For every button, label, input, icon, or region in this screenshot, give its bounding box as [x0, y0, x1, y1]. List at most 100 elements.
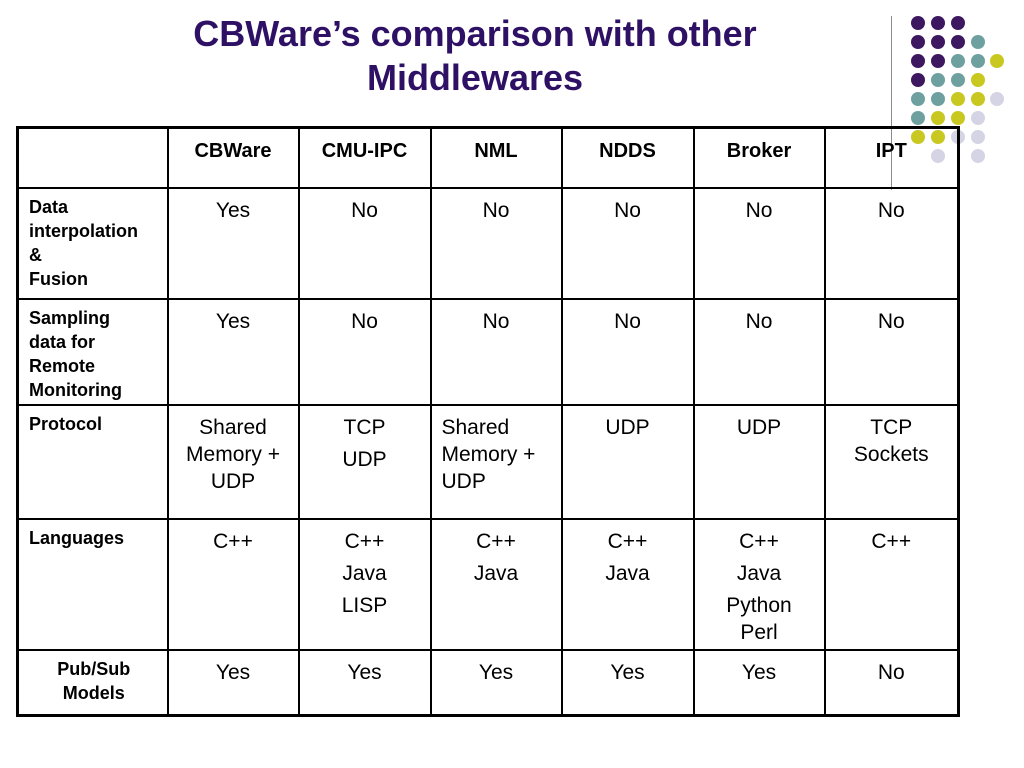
row-label: Protocol: [16, 403, 169, 520]
cell-line: UDP: [736, 415, 782, 439]
slide-title: CBWare’s comparison with other Middlewar…: [150, 12, 800, 100]
decorative-dot: [911, 111, 925, 125]
cell-line: No: [877, 198, 905, 222]
decorative-dot: [951, 92, 965, 106]
cell-line: No: [482, 309, 510, 333]
row-label-line: Fusion: [29, 268, 88, 289]
table-cell: No: [823, 297, 960, 406]
table-cell: No: [297, 297, 432, 406]
comparison-table: CBWare CMU-IPC NML NDDS Broker IPT Data interpo…: [16, 126, 960, 717]
table-cell: No: [297, 186, 432, 300]
cell-line: No: [351, 198, 378, 222]
table-cell: Shared Memory + UDP: [166, 403, 300, 520]
table-row: Sampling data for Remote Monitoring Yes No No N…: [16, 297, 960, 406]
cell-line: No: [877, 660, 905, 684]
table-cell: TCP UDP: [297, 403, 432, 520]
table-cell: No: [692, 186, 826, 300]
table-cell: No: [429, 186, 563, 300]
cell-line: Yes: [215, 198, 251, 222]
cell-line: C++: [344, 529, 385, 553]
cell-line: No: [745, 198, 773, 222]
table-cell: Yes: [560, 648, 695, 717]
cell-line: Sockets: [853, 442, 929, 466]
decorative-dot: [951, 35, 965, 49]
decorative-dot: [911, 92, 925, 106]
table-cell: C++ Java Python Perl: [692, 517, 826, 651]
decorative-dot: [971, 130, 985, 144]
row-label-line: &: [29, 244, 42, 265]
table-cell: UDP: [692, 403, 826, 520]
cell-line: Yes: [215, 660, 251, 684]
table-cell: No: [560, 186, 695, 300]
row-label-line: Models: [62, 682, 125, 703]
row-label-line: Data: [29, 196, 69, 217]
table-cell: Yes: [692, 648, 826, 717]
row-label: Data interpolation & Fusion: [16, 186, 169, 300]
row-label-line: Remote: [29, 355, 96, 376]
column-header: CBWare: [166, 126, 300, 189]
row-label: Languages: [16, 517, 169, 651]
decorative-dot: [951, 54, 965, 68]
cell-line: Python: [726, 593, 792, 617]
decorative-dot: [931, 73, 945, 87]
column-header: IPT: [823, 126, 960, 189]
cell-line: No: [745, 309, 773, 333]
table-cell: No: [429, 297, 563, 406]
table-header-row: CBWare CMU-IPC NML NDDS Broker IPT: [16, 126, 960, 189]
cell-line: No: [614, 198, 641, 222]
decorative-dot: [951, 111, 965, 125]
cell-line: LISP: [341, 593, 388, 617]
row-label: Pub/Sub Models: [16, 648, 169, 717]
decorative-dot: [971, 35, 985, 49]
table-cell: No: [823, 186, 960, 300]
decorative-dot: [990, 92, 1004, 106]
column-header: Broker: [692, 126, 826, 189]
table-cell: No: [823, 648, 960, 717]
cell-line: Java: [736, 561, 782, 585]
cell-line: C++: [607, 529, 648, 553]
decorative-dot: [911, 16, 925, 30]
cell-line: No: [614, 309, 641, 333]
table-cell: UDP: [560, 403, 695, 520]
table-cell: C++: [166, 517, 300, 651]
decorative-dot: [990, 54, 1004, 68]
decorative-dot: [911, 54, 925, 68]
table-cell: TCP Sockets: [823, 403, 960, 520]
column-header: NDDS: [560, 126, 695, 189]
table-cell: Yes: [166, 297, 300, 406]
decorative-dot: [951, 73, 965, 87]
cell-line: UDP: [441, 469, 486, 493]
cell-line: UDP: [210, 469, 256, 493]
table-row: Languages C++ C++ Java LISP C++ Java C++ Java C++…: [16, 517, 960, 651]
cell-line: Yes: [741, 660, 777, 684]
table-cell: C++ Java LISP: [297, 517, 432, 651]
decorative-dot: [911, 73, 925, 87]
decorative-dot: [931, 35, 945, 49]
cell-line: Memory +: [441, 442, 536, 466]
decorative-dot: [971, 92, 985, 106]
column-header: CMU-IPC: [297, 126, 432, 189]
cell-line: Shared: [441, 415, 510, 439]
cell-line: Memory +: [186, 442, 280, 466]
table-cell: Yes: [166, 648, 300, 717]
cell-line: TCP: [870, 415, 913, 439]
table-cell: Yes: [297, 648, 432, 717]
table-cell: C++: [823, 517, 960, 651]
decorative-dot: [951, 16, 965, 30]
cell-line: Yes: [215, 309, 251, 333]
table-row: Pub/Sub Models Yes Yes Yes Yes Yes No: [16, 648, 960, 717]
cell-line: C++: [871, 529, 912, 553]
row-label-line: interpolation: [29, 220, 138, 241]
row-label-line: data for: [29, 331, 96, 352]
decorative-dot: [931, 16, 945, 30]
decorative-dot: [971, 54, 985, 68]
cell-line: No: [877, 309, 905, 333]
cell-line: TCP: [343, 415, 386, 439]
cell-line: C++: [476, 529, 516, 553]
decorative-divider-line: [891, 16, 892, 190]
decorative-dot: [911, 35, 925, 49]
cell-line: UDP: [605, 415, 650, 439]
table-cell: No: [692, 297, 826, 406]
cell-line: Java: [605, 561, 650, 585]
row-label-line: Sampling: [29, 307, 111, 328]
